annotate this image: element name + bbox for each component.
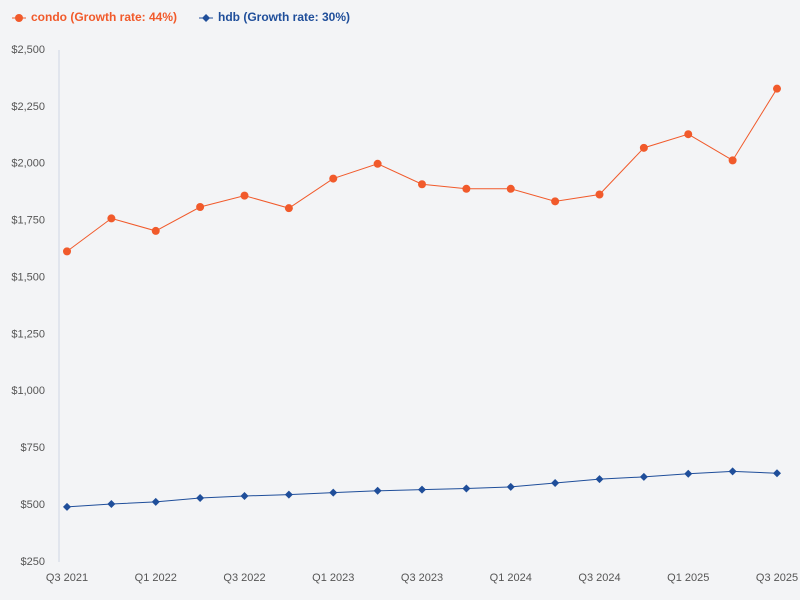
y-tick-label: $500 — [21, 499, 45, 511]
point — [329, 488, 338, 497]
point — [639, 143, 648, 152]
x-tick-label: Q1 2023 — [312, 572, 354, 584]
x-tick-label: Q3 2021 — [46, 572, 88, 584]
point — [418, 180, 426, 189]
point — [151, 226, 160, 235]
point — [63, 502, 71, 511]
point — [196, 494, 205, 503]
point — [373, 159, 382, 168]
point — [506, 184, 515, 193]
y-tick-label: $2,250 — [11, 101, 45, 113]
point — [63, 247, 71, 256]
legend-label[interactable]: hdb (Growth rate: 30%) — [218, 10, 350, 24]
point — [773, 469, 781, 478]
x-tick-label: Q1 2022 — [135, 572, 177, 584]
x-tick-label: Q1 2025 — [667, 572, 709, 584]
point — [240, 492, 249, 501]
point — [462, 484, 471, 493]
point — [551, 479, 560, 488]
point — [639, 472, 648, 481]
point — [329, 174, 338, 183]
x-tick-label: Q1 2024 — [490, 572, 532, 584]
point — [107, 214, 116, 223]
y-tick-label: $250 — [21, 556, 45, 568]
point — [284, 204, 293, 213]
point — [373, 486, 382, 495]
y-tick-label: $1,250 — [11, 328, 45, 340]
y-tick-label: $2,500 — [11, 44, 45, 56]
x-tick-label: Q3 2023 — [401, 572, 443, 584]
legend-label[interactable]: condo (Growth rate: 44%) — [31, 10, 177, 24]
point — [551, 197, 560, 206]
series-line — [66, 88, 778, 252]
point — [418, 485, 426, 494]
point — [773, 84, 781, 93]
x-tick-label: Q3 2024 — [578, 572, 620, 584]
y-tick-label: $1,500 — [11, 271, 45, 283]
point — [728, 467, 737, 476]
point — [240, 191, 249, 200]
legend-marker — [15, 14, 23, 22]
x-tick-label: Q3 2022 — [223, 572, 265, 584]
y-tick-label: $2,000 — [11, 158, 45, 170]
point — [728, 156, 737, 165]
point — [684, 469, 693, 478]
point — [595, 190, 604, 199]
point — [196, 203, 205, 212]
y-tick-label: $750 — [21, 442, 45, 454]
point — [506, 482, 515, 491]
point — [107, 499, 116, 508]
x-tick-label: Q3 2025 — [756, 572, 798, 584]
point — [151, 497, 160, 506]
point — [595, 475, 604, 484]
point — [684, 130, 693, 139]
point — [284, 490, 293, 499]
y-tick-label: $1,750 — [11, 215, 45, 227]
y-tick-label: $1,000 — [11, 385, 45, 397]
legend-marker — [202, 14, 211, 22]
point — [462, 184, 471, 193]
